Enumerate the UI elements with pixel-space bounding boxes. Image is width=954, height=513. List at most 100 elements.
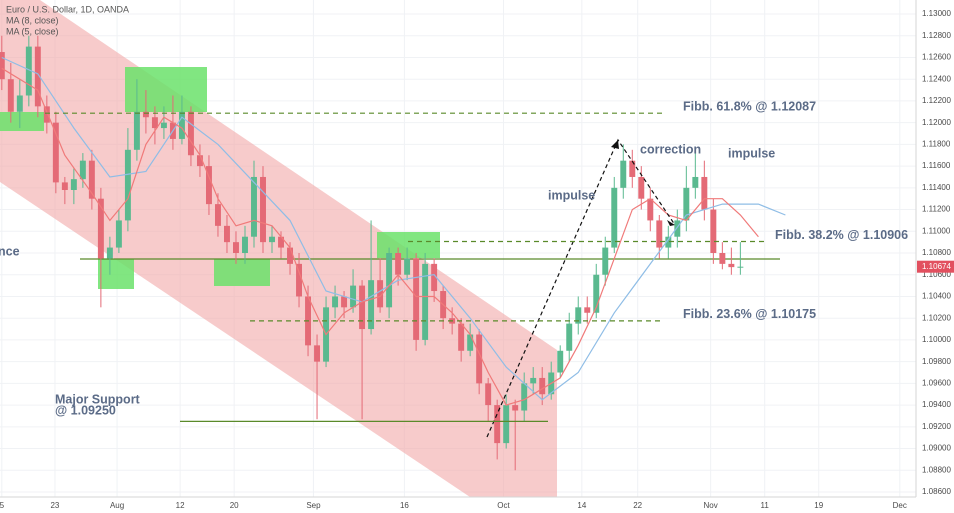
x-tick-label: 20 (230, 501, 239, 510)
annotation: impulse (728, 146, 775, 160)
candle-body (269, 236, 275, 243)
candle-body (593, 274, 600, 313)
candle-body (97, 198, 104, 259)
x-tick-label: 12 (176, 501, 185, 510)
x-tick-label: Oct (497, 501, 510, 510)
y-tick-label: 1.10600 (922, 270, 951, 279)
x-tick-label: 14 (577, 501, 586, 510)
candle-body (611, 187, 618, 248)
candle-body (575, 307, 582, 324)
x-tick-label: Nov (704, 501, 718, 510)
candle-body (494, 405, 501, 444)
last-price-box (917, 260, 954, 273)
candle-body (260, 176, 266, 243)
candle-body (557, 350, 564, 373)
x-tick-label: 23 (50, 501, 59, 510)
candle-body (674, 220, 681, 237)
candle-body (656, 220, 663, 248)
candle-body (34, 46, 41, 107)
candle-body (70, 179, 77, 191)
candle-body (187, 111, 194, 156)
candle-body (431, 263, 438, 292)
y-tick-label: 1.13000 (922, 9, 951, 18)
x-tick-label: Dec (893, 501, 907, 510)
candle-body (142, 111, 149, 118)
y-tick-label: 1.08800 (922, 465, 951, 474)
candle-body (737, 266, 744, 268)
candle-body (620, 160, 627, 188)
x-tick-label: 22 (633, 501, 642, 510)
candle-body (314, 345, 321, 362)
candle-body (332, 296, 339, 308)
y-tick-label: 1.12200 (922, 96, 951, 105)
level-label: Major Support (55, 392, 141, 406)
candle-body (7, 79, 14, 112)
candle-body (242, 236, 248, 254)
moving-average-line (1, 67, 759, 406)
level-label: Fibb. 38.2% @ 1.10906 (775, 228, 908, 242)
candle-body (115, 220, 122, 248)
x-tick-label: 19 (814, 501, 823, 510)
level-label: Fibb. 61.8% @ 1.12087 (683, 99, 816, 113)
y-tick-label: 1.10200 (922, 313, 951, 322)
y-tick-label: 1.09600 (922, 378, 951, 387)
candle-body (160, 122, 167, 129)
candle-body (296, 263, 303, 297)
candle-body (61, 182, 68, 191)
candle-body (692, 176, 699, 188)
annotation: correction (640, 142, 701, 156)
candle-body (665, 236, 672, 248)
y-tick-label: 1.10800 (922, 248, 951, 257)
candle-body (25, 46, 32, 96)
candle-body (52, 122, 59, 183)
candle-body (79, 160, 86, 180)
candle-body (350, 285, 357, 308)
arrow-head (611, 140, 619, 149)
candle-body (422, 263, 429, 340)
y-tick-label: 1.12000 (922, 118, 951, 127)
candle-body (458, 323, 465, 351)
candle-body (566, 323, 573, 351)
x-tick-label: Aug (110, 501, 124, 510)
candle-body (359, 285, 366, 330)
legend-entry: MA (5, close) (6, 26, 59, 36)
candle-body (205, 166, 212, 205)
last-price-label: 1.10674 (922, 262, 951, 271)
candle-body (106, 247, 113, 259)
y-tick-label: 1.11800 (922, 139, 951, 148)
y-tick-label: 1.08600 (922, 487, 951, 496)
candle-body (0, 52, 5, 80)
x-tick-label: 5 (0, 501, 5, 510)
y-tick-label: 1.12600 (922, 53, 951, 62)
candle-body (701, 176, 708, 210)
x-tick-label: 11 (761, 501, 770, 510)
y-tick-label: 1.12800 (922, 31, 951, 40)
zone-box (214, 259, 270, 286)
y-tick-label: 1.09400 (922, 400, 951, 409)
y-tick-label: 1.09200 (922, 422, 951, 431)
y-tick-label: 1.11400 (922, 183, 951, 192)
candle-body (224, 225, 230, 243)
candle-body (728, 263, 735, 268)
candle-body (214, 204, 221, 226)
candle-body (629, 160, 636, 177)
candle-body (151, 117, 158, 129)
candle-body (233, 242, 239, 254)
candle-body (710, 209, 717, 254)
level-label: Fibb. 23.6% @ 1.10175 (683, 307, 816, 321)
y-tick-label: 1.11200 (922, 205, 951, 214)
candle-body (719, 253, 726, 264)
y-tick-label: 1.09000 (922, 444, 951, 453)
legend-entry: MA (8, close) (6, 15, 59, 25)
candle-body (88, 160, 95, 199)
candle-body (368, 280, 375, 330)
moving-average-line (1, 56, 786, 401)
candle-body (485, 383, 492, 406)
candle-body (43, 106, 50, 123)
candle-body (178, 111, 185, 139)
candle-body (404, 258, 411, 275)
candle-body (287, 247, 293, 264)
candle-body (133, 111, 140, 150)
chart-title: Euro / U.S. Dollar, 1D, OANDA (6, 4, 129, 14)
